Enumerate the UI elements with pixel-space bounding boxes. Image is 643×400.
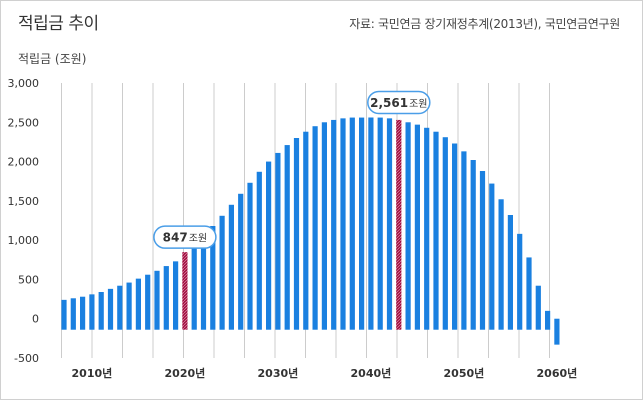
bar bbox=[228, 204, 234, 330]
bar bbox=[61, 299, 67, 330]
x-tick-label: 2010년 bbox=[72, 366, 113, 380]
highlight-bar bbox=[396, 119, 402, 330]
bar bbox=[331, 119, 337, 330]
bar bbox=[386, 118, 393, 330]
bar bbox=[321, 122, 327, 330]
bar bbox=[275, 152, 281, 330]
bar bbox=[461, 151, 467, 330]
bar bbox=[173, 261, 179, 330]
bar bbox=[405, 122, 411, 330]
source-note: 자료: 국민연금 장기재정추계(2013년), 국민연금연구원 bbox=[349, 17, 620, 31]
bar bbox=[414, 124, 420, 330]
y-axis-label: 적립금 (조원) bbox=[18, 52, 86, 66]
value-callout: 2,561조원 bbox=[367, 90, 431, 115]
bar bbox=[526, 257, 532, 330]
x-tick-label: 2050년 bbox=[444, 366, 485, 380]
bar bbox=[498, 199, 504, 330]
y-tick-label: 1,000 bbox=[8, 234, 40, 247]
bar bbox=[349, 117, 355, 330]
bar bbox=[517, 233, 523, 330]
callout-bubble bbox=[367, 90, 431, 115]
bar bbox=[98, 292, 104, 330]
bar bbox=[247, 182, 253, 330]
bar bbox=[424, 127, 430, 330]
bar bbox=[479, 171, 486, 330]
y-tick-label: 2,000 bbox=[8, 156, 40, 169]
bar bbox=[535, 285, 541, 330]
bar bbox=[163, 266, 169, 330]
bar bbox=[135, 278, 141, 330]
bar bbox=[433, 131, 439, 330]
bar bbox=[312, 126, 318, 330]
bar bbox=[368, 117, 374, 330]
bar bbox=[442, 137, 448, 330]
y-tick-label: 1,500 bbox=[8, 195, 40, 208]
bar bbox=[145, 274, 151, 330]
callout-bubble bbox=[153, 225, 217, 249]
x-tick-label: 2040년 bbox=[351, 366, 392, 380]
chart-title: 적립금 추이 bbox=[18, 14, 99, 34]
bar bbox=[470, 160, 476, 330]
x-tick-label: 2020년 bbox=[165, 366, 206, 380]
bar bbox=[89, 294, 95, 330]
bar bbox=[191, 244, 197, 330]
bar bbox=[284, 145, 290, 330]
x-tick-label: 2030년 bbox=[258, 366, 299, 380]
y-tick-label: 3,000 bbox=[8, 77, 40, 90]
bar bbox=[238, 193, 244, 330]
bar bbox=[545, 310, 551, 330]
bar bbox=[117, 285, 123, 330]
callout-value: 847 bbox=[163, 231, 188, 245]
bar bbox=[303, 131, 309, 330]
bar bbox=[200, 236, 207, 330]
callout-unit: 조원 bbox=[409, 98, 427, 110]
y-tick-label: 0 bbox=[32, 313, 39, 326]
bar bbox=[126, 282, 132, 330]
bar bbox=[340, 118, 346, 330]
bar bbox=[554, 318, 560, 345]
y-tick-label: 2,500 bbox=[8, 116, 40, 129]
callout-unit: 조원 bbox=[189, 233, 207, 245]
highlight-bar bbox=[182, 252, 188, 330]
bar bbox=[452, 143, 458, 330]
bar bbox=[377, 117, 383, 330]
bar bbox=[266, 161, 272, 330]
bar bbox=[359, 117, 365, 330]
bar bbox=[293, 138, 300, 330]
y-tick-label: 500 bbox=[18, 273, 39, 286]
callout-value: 2,561 bbox=[370, 96, 408, 110]
bar bbox=[219, 215, 225, 330]
callout-label: 2,561조원 bbox=[370, 96, 427, 110]
bar bbox=[507, 215, 513, 330]
x-tick-label: 2060년 bbox=[537, 366, 578, 380]
callout-label: 847조원 bbox=[163, 231, 207, 245]
bar bbox=[489, 183, 495, 330]
bar bbox=[256, 171, 262, 330]
bar bbox=[107, 288, 114, 330]
bar bbox=[210, 226, 216, 330]
bar bbox=[80, 296, 86, 330]
value-callout: 847조원 bbox=[153, 225, 217, 249]
y-tick-label: -500 bbox=[14, 352, 39, 365]
bar bbox=[70, 298, 76, 330]
bar bbox=[154, 270, 160, 330]
